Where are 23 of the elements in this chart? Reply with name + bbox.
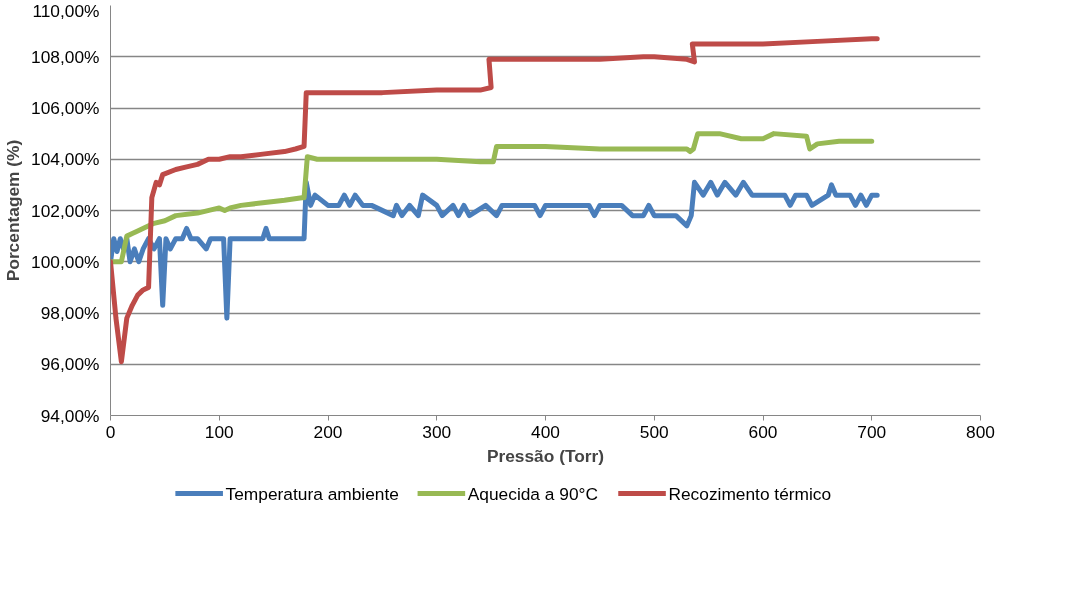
x-tick-label: 600 [748,421,778,442]
x-tick-label: 0 [105,421,116,442]
y-tick-label: 96,00% [40,354,100,375]
x-tick-label: 500 [639,421,669,442]
legend-label: Aquecida a 90°C [467,483,598,504]
x-tick-label: 300 [422,421,452,442]
y-tick-label: 98,00% [40,303,100,323]
y-tick-label: 102,00% [31,200,100,221]
x-tick-label: 100 [204,421,234,442]
y-tick-label: 106,00% [31,98,100,118]
legend-label: Temperatura ambiente [225,483,399,504]
y-tick-label: 94,00% [40,405,100,426]
y-axis-title: Porcentagem (%) [3,139,24,282]
y-tick-label: 110,00% [32,0,100,21]
y-tick-label: 100,00% [31,251,100,272]
x-tick-label: 800 [966,421,995,442]
x-tick-label: 700 [857,421,887,442]
x-tick-label: 200 [313,421,343,442]
y-tick-label: 104,00% [31,149,100,170]
x-tick-label: 400 [531,421,560,442]
legend-label: Recozimento térmico [668,483,832,504]
y-tick-label: 108,00% [31,46,100,67]
x-axis-title: Pressão (Torr) [486,445,605,466]
